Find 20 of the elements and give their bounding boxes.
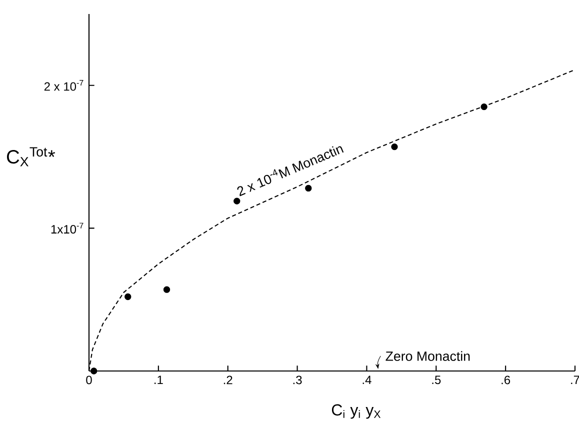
x-axis-title: C$_{i}$ y$_{i}$ y$_{X}$	[332, 404, 381, 419]
annotation: Zero Monactin	[386, 351, 470, 361]
point	[480, 103, 488, 110]
point	[163, 286, 170, 293]
x-tick-label: .5	[432, 376, 441, 384]
point	[90, 368, 98, 374]
x-tick-label: .4	[362, 376, 372, 384]
x-tick-label: 0	[86, 376, 92, 384]
y-axis-title: C$_{X}$$^{Tot}$*	[6, 147, 56, 166]
point	[391, 143, 398, 150]
x-tick-label: .1	[154, 376, 163, 384]
y-tick-label: 2 x 10$^{-7}$	[44, 80, 84, 91]
y-tick-label: 1x10$^{-7}$	[51, 222, 84, 234]
point	[305, 184, 312, 192]
x-tick-label: .3	[293, 376, 302, 384]
point	[234, 198, 240, 204]
x-tick-label: .2	[224, 376, 232, 384]
point	[124, 293, 132, 300]
x-tick-label: .6	[502, 376, 510, 384]
x-tick-label: .7	[571, 376, 579, 384]
